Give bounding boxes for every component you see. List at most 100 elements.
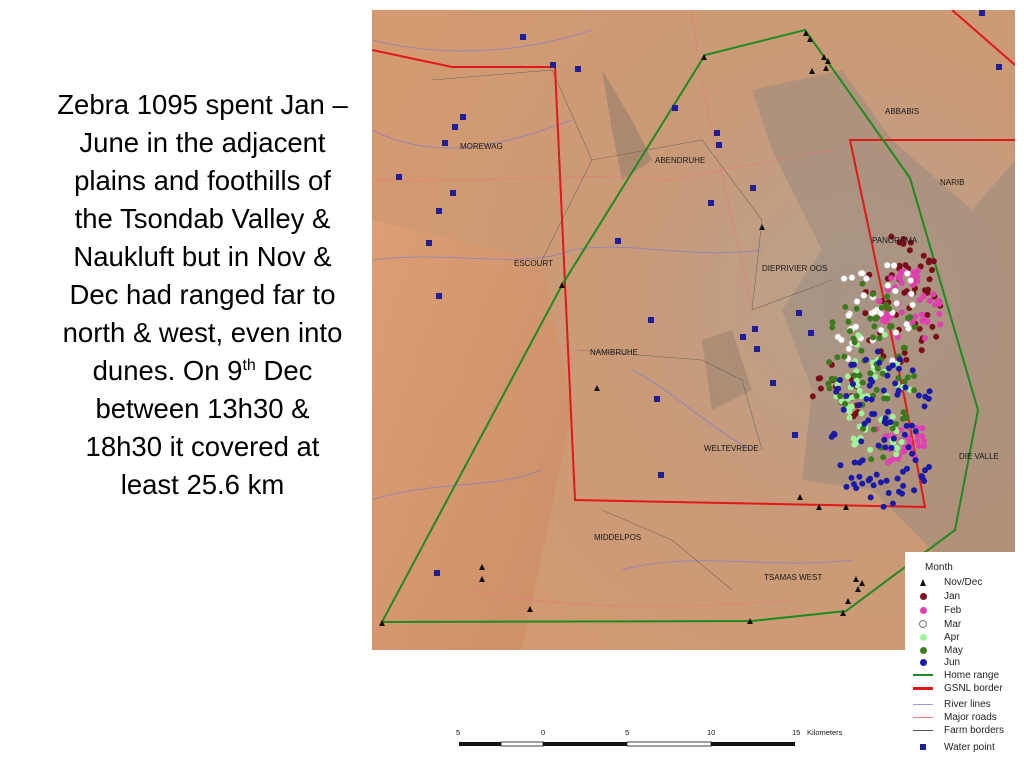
gps-fix bbox=[924, 312, 931, 318]
gps-fix bbox=[837, 462, 844, 469]
gps-fix bbox=[867, 475, 874, 482]
gps-fix bbox=[901, 344, 908, 351]
gps-fix bbox=[874, 314, 881, 321]
legend-item-jan: Jan bbox=[913, 590, 960, 602]
gps-fix bbox=[925, 395, 932, 402]
gps-fix bbox=[916, 296, 923, 303]
gps-fix bbox=[889, 425, 896, 432]
gps-fix bbox=[838, 336, 845, 344]
triangle-icon bbox=[913, 576, 933, 588]
gps-fix bbox=[876, 359, 883, 366]
gps-fix bbox=[880, 454, 887, 461]
gps-fix bbox=[915, 392, 922, 399]
gps-fix bbox=[937, 321, 944, 328]
scale-unit: Kilometers bbox=[807, 728, 843, 737]
gps-fix bbox=[884, 372, 891, 379]
gps-fix bbox=[848, 403, 855, 410]
gps-fix bbox=[828, 375, 835, 382]
legend-item-mar: Mar bbox=[913, 618, 961, 630]
gps-fix bbox=[880, 387, 887, 394]
river-line-icon bbox=[913, 698, 933, 710]
gps-fix bbox=[912, 428, 919, 435]
dune-field bbox=[372, 220, 572, 650]
legend-item-jun: Jun bbox=[913, 656, 960, 668]
gps-fix bbox=[883, 262, 891, 269]
gps-fix bbox=[876, 335, 883, 342]
gps-fix bbox=[930, 291, 937, 298]
gps-fix bbox=[897, 427, 904, 433]
gps-fix bbox=[849, 394, 856, 401]
legend-label: Mar bbox=[944, 618, 962, 630]
road-line-icon bbox=[913, 711, 933, 723]
gps-fix bbox=[902, 262, 909, 269]
gps-fix bbox=[911, 487, 918, 494]
caption-line-1: Zebra 1095 spent Jan – June in the adjac… bbox=[57, 89, 348, 386]
gsnl-border-top-right bbox=[951, 10, 1015, 66]
gps-fix bbox=[856, 402, 863, 408]
gps-fix bbox=[828, 433, 835, 440]
gps-fix bbox=[904, 270, 911, 277]
gps-fix bbox=[920, 252, 927, 259]
legend-item-water-point: Water point bbox=[913, 741, 995, 753]
gps-fix bbox=[906, 247, 913, 254]
gps-fix bbox=[860, 425, 867, 432]
gps-fix bbox=[873, 387, 880, 393]
gps-fix bbox=[883, 301, 890, 308]
gps-fix bbox=[844, 373, 851, 380]
gps-fix bbox=[851, 339, 858, 346]
gps-fix bbox=[898, 280, 905, 286]
gps-fix bbox=[862, 310, 869, 317]
scale-label-0: 0 bbox=[541, 728, 546, 737]
gps-fix bbox=[909, 367, 916, 374]
gps-fix bbox=[911, 387, 918, 394]
gps-fix bbox=[882, 415, 889, 422]
gps-fix bbox=[914, 278, 921, 285]
farm-label-abbabis: ABBABIS bbox=[885, 107, 919, 116]
gps-fix bbox=[825, 380, 832, 387]
gps-fix bbox=[845, 318, 852, 325]
gps-fix bbox=[829, 319, 836, 326]
gps-fix bbox=[834, 354, 841, 361]
gps-fix bbox=[874, 348, 881, 355]
caption-line-2: Dec between 13h30 & 18h30 it covered at … bbox=[85, 355, 320, 500]
gps-fix bbox=[889, 413, 896, 420]
gps-fix bbox=[890, 435, 897, 442]
gps-fix bbox=[878, 304, 885, 311]
gps-fix bbox=[917, 263, 924, 270]
gps-fix bbox=[863, 356, 869, 363]
gps-fix bbox=[835, 385, 842, 392]
legend-item-nov-dec: Nov/Dec bbox=[913, 576, 982, 588]
legend-label: Apr bbox=[944, 631, 960, 643]
gps-fix bbox=[884, 293, 891, 300]
gps-fix bbox=[894, 445, 901, 451]
gps-fix bbox=[842, 304, 849, 310]
gps-fix bbox=[861, 420, 868, 427]
legend-item-major-roads: Major roads bbox=[913, 711, 997, 723]
caption-superscript: th bbox=[242, 356, 256, 374]
legend-label: Home range bbox=[944, 669, 1000, 681]
gps-fix bbox=[918, 347, 925, 354]
legend-label: Water point bbox=[944, 741, 995, 753]
gps-fix bbox=[901, 448, 907, 455]
gps-fix bbox=[909, 301, 916, 309]
gps-fix bbox=[882, 444, 889, 451]
gps-fix-points bbox=[809, 233, 944, 510]
gps-fix bbox=[868, 396, 875, 403]
gps-fix bbox=[881, 331, 888, 338]
gps-fix bbox=[837, 393, 844, 400]
gps-fix bbox=[867, 315, 874, 322]
gps-fix bbox=[881, 395, 888, 402]
gps-fix bbox=[867, 494, 874, 501]
gps-fix bbox=[916, 325, 923, 332]
gps-fix bbox=[869, 291, 876, 298]
gps-fix bbox=[921, 403, 928, 410]
scale-label-10: 10 bbox=[707, 728, 716, 737]
river-lines bbox=[372, 29, 853, 571]
gps-fix bbox=[902, 384, 909, 391]
legend-item-may: May bbox=[913, 644, 963, 656]
gps-fix bbox=[906, 439, 913, 446]
gps-fix bbox=[872, 373, 879, 380]
gps-fix bbox=[873, 471, 880, 478]
gps-fix bbox=[856, 387, 863, 394]
apr-dot-icon bbox=[913, 631, 933, 643]
